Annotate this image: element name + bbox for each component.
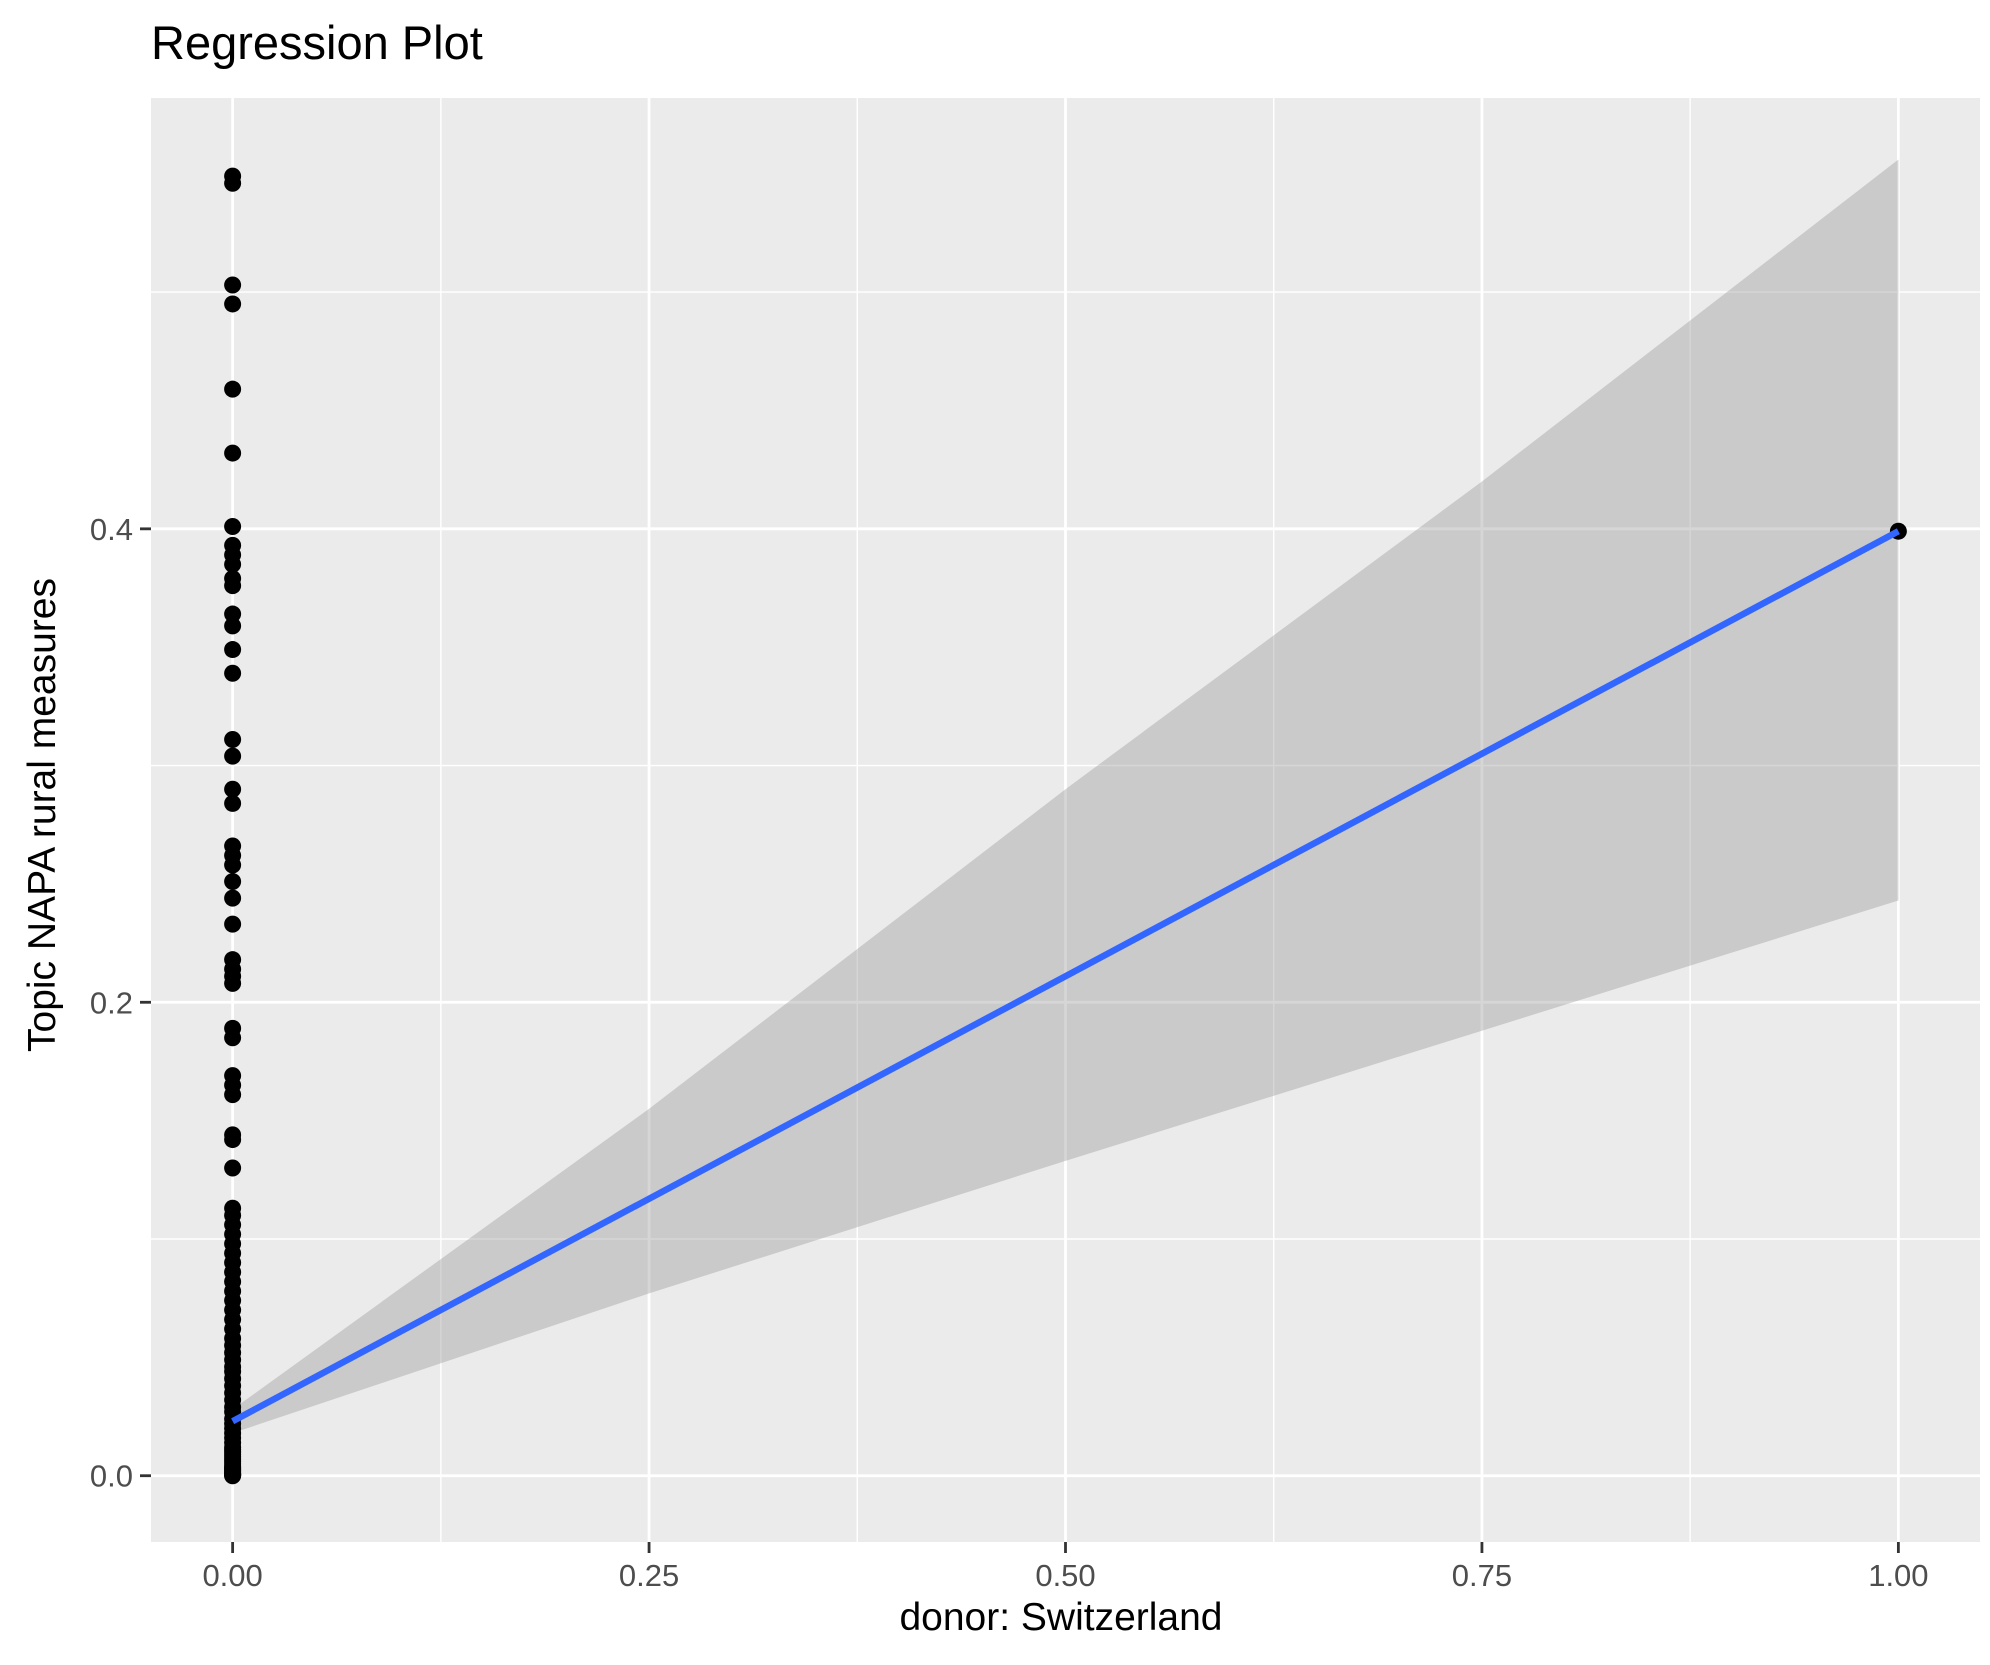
data-point xyxy=(224,780,242,798)
scatter-points xyxy=(224,167,1907,1485)
data-point xyxy=(224,617,242,635)
data-point xyxy=(224,1467,242,1485)
data-point xyxy=(224,1029,242,1047)
data-point xyxy=(224,889,242,907)
data-point xyxy=(224,555,242,573)
x-tick-label: 0.00 xyxy=(202,1558,262,1593)
x-tick-label: 0.75 xyxy=(1452,1558,1512,1593)
data-point xyxy=(224,577,242,595)
regression-line xyxy=(231,528,1900,1425)
x-tick-label: 0.50 xyxy=(1035,1558,1095,1593)
y-axis-label: Topic NAPA rural measures xyxy=(21,578,64,1052)
data-point xyxy=(224,1131,242,1149)
y-tick-label: 0.4 xyxy=(90,512,133,547)
chart-title: Regression Plot xyxy=(151,16,483,69)
data-point xyxy=(224,664,242,682)
data-point xyxy=(224,974,242,992)
x-tick-label: 1.00 xyxy=(1868,1558,1928,1593)
data-point xyxy=(224,873,242,891)
data-point xyxy=(224,517,242,535)
axes: 0.00 0.25 0.50 0.75 1.00 0.0 0.2 0.4 xyxy=(90,512,1929,1593)
data-point xyxy=(224,276,242,294)
confidence-band xyxy=(232,159,1899,1434)
x-axis-label: donor: Switzerland xyxy=(899,1596,1222,1639)
data-point xyxy=(224,641,242,659)
x-tick-label: 0.25 xyxy=(619,1558,679,1593)
y-tick-label: 0.0 xyxy=(90,1459,133,1494)
data-point xyxy=(224,295,242,313)
data-point xyxy=(224,747,242,765)
data-point xyxy=(224,380,242,398)
data-point xyxy=(224,856,242,874)
data-point xyxy=(224,174,242,192)
regression-line-layer xyxy=(231,528,1900,1425)
data-point xyxy=(224,1159,242,1177)
confidence-band-layer xyxy=(232,159,1899,1434)
data-point xyxy=(224,794,242,812)
data-point xyxy=(224,731,242,749)
data-point xyxy=(224,444,242,462)
data-point xyxy=(224,1086,242,1104)
y-tick-label: 0.2 xyxy=(90,985,133,1020)
data-point xyxy=(224,915,242,933)
data-point xyxy=(224,605,242,623)
